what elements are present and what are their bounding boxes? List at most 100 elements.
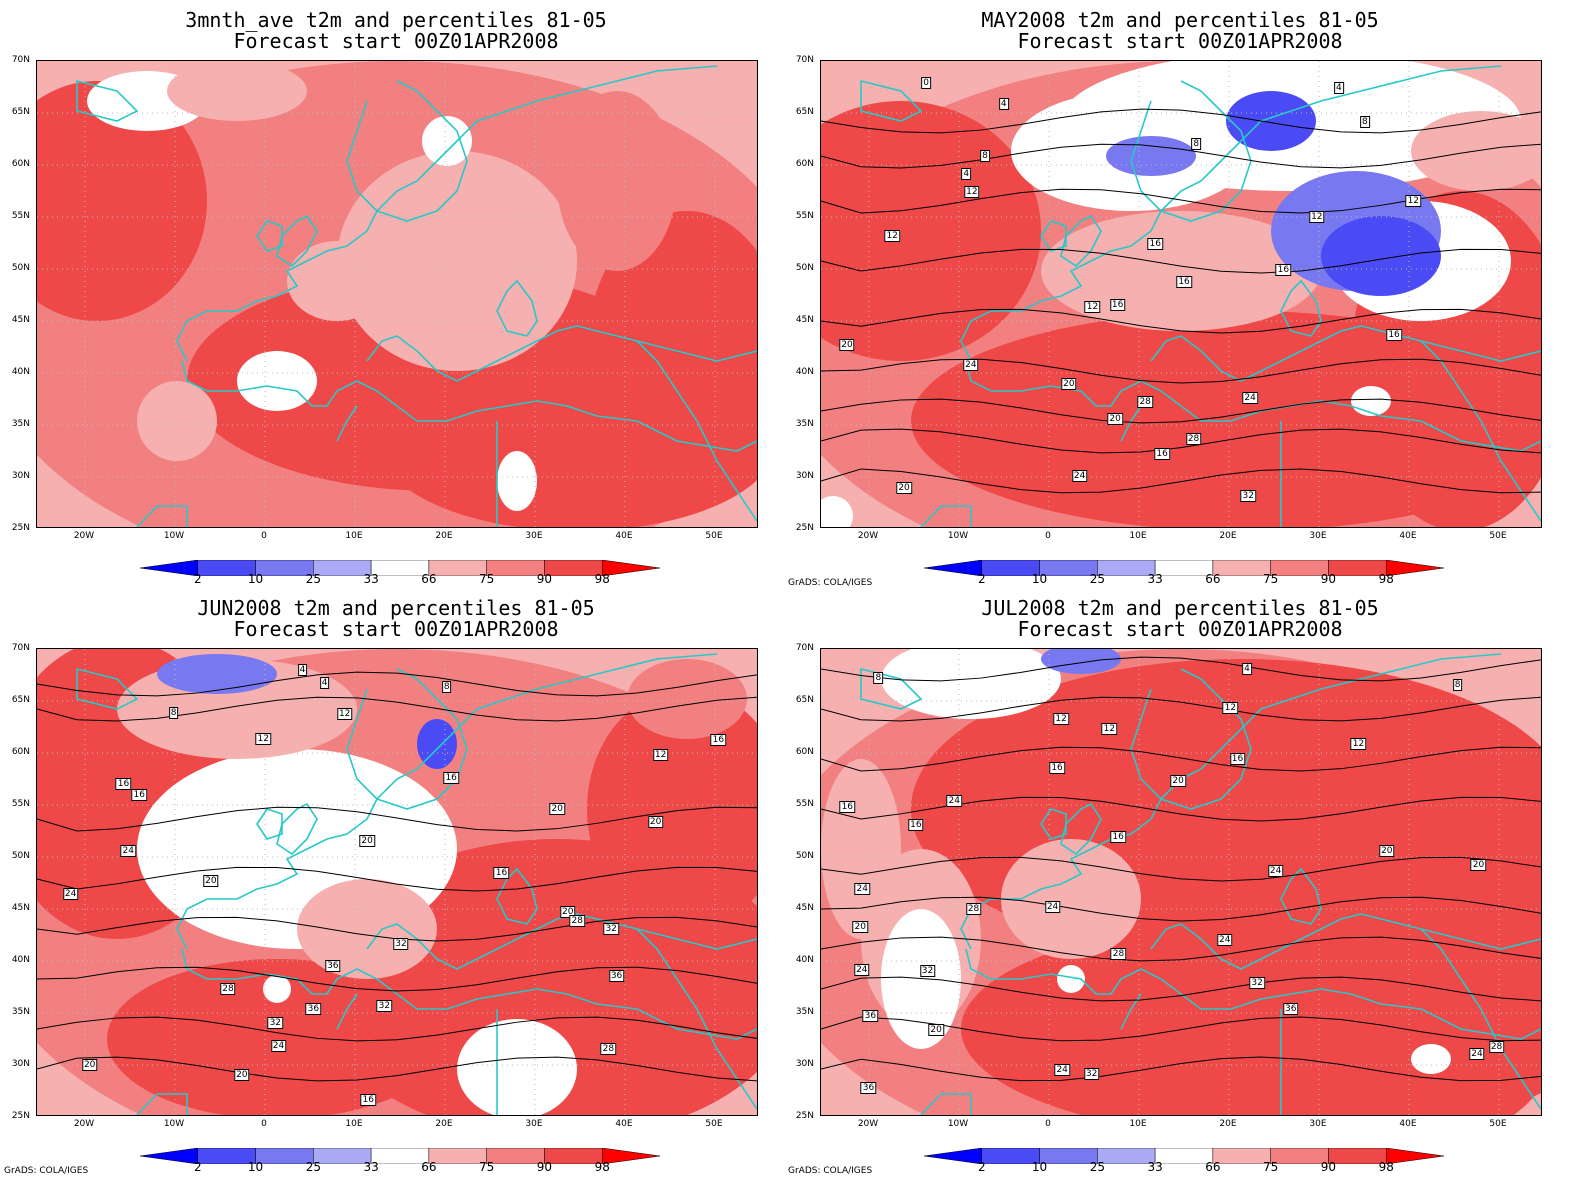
contour-label: 20 (839, 339, 855, 352)
contour-label: 28 (1137, 395, 1153, 408)
contour-label: 12 (1053, 713, 1069, 726)
contour-label: 16 (493, 866, 510, 879)
isotherm-contour (821, 976, 1541, 1002)
latitude-tick: 70N (11, 643, 30, 653)
latitude-tick: 40N (795, 367, 814, 377)
latitude-tick: 40N (11, 955, 30, 965)
latitude-tick: 35N (11, 419, 30, 429)
contour-label: 8 (873, 671, 884, 684)
colorbar-label: 75 (479, 1160, 495, 1174)
isotherm-contour (37, 671, 757, 697)
contour-label: 16 (710, 733, 727, 746)
colorbar-label: 98 (594, 572, 610, 586)
coastline (1120, 993, 1142, 1030)
isotherm-contour (821, 108, 1541, 134)
contour-label: 4 (1242, 662, 1252, 675)
longitude-tick: 10W (947, 1119, 969, 1129)
percentile-region (1226, 91, 1316, 151)
latitude-tick: 50N (11, 263, 30, 273)
latitude-tick: 70N (795, 643, 814, 653)
coastline (136, 505, 188, 527)
contour-label: 20 (1470, 858, 1487, 871)
coastline (76, 79, 139, 122)
percentile-colorbar (924, 1148, 1444, 1164)
contour-label: 24 (1071, 470, 1088, 483)
contour-label: 12 (1309, 211, 1325, 224)
panel-title-line1: MAY2008 t2m and percentiles 81-05 (981, 8, 1379, 32)
percentile-region (157, 654, 277, 694)
longitude-tick: 0 (261, 1119, 267, 1129)
contour-label: 36 (305, 1003, 322, 1016)
latitude-tick: 55N (795, 211, 814, 221)
contour-label: 20 (852, 921, 868, 934)
isotherm-contour (821, 796, 1541, 822)
percentile-region (821, 759, 901, 939)
percentile-region (821, 101, 1041, 361)
contour-label: 16 (1386, 328, 1402, 341)
coastline (860, 667, 923, 710)
contour-label: 28 (1488, 1040, 1505, 1053)
colorbar-label: 66 (421, 572, 437, 586)
coastline (965, 360, 1541, 452)
contour-label: 4 (1333, 81, 1344, 94)
contour-label: 24 (1054, 1063, 1070, 1076)
colorbar-label: 10 (247, 1160, 264, 1174)
coastline (256, 808, 283, 840)
longitude-tick: 10E (345, 531, 363, 541)
colorbar-label: 90 (1320, 572, 1337, 586)
isotherm-contour (37, 696, 757, 722)
coastline (960, 65, 1502, 362)
percentile-region (497, 451, 537, 511)
latitude-tick: 55N (11, 799, 30, 809)
contour-label: 24 (270, 1039, 287, 1052)
contour-label: 0 (921, 77, 931, 90)
contour-label: 12 (884, 230, 900, 243)
grads-credit: GrADS: COLA/IGES (4, 1166, 89, 1176)
isotherm-contour (821, 398, 1541, 424)
isotherm-contour (37, 1016, 757, 1042)
contour-label: 24 (62, 888, 79, 901)
longitude-tick: 10W (163, 1119, 185, 1129)
colorbar-segment (601, 560, 660, 576)
contour-label: 24 (854, 963, 870, 976)
colorbar-segment (601, 1148, 660, 1164)
contour-label: 20 (1379, 844, 1395, 857)
colorbar-label: 66 (1205, 1160, 1221, 1174)
longitude-tick: 40E (1399, 531, 1417, 541)
contour-label: 20 (81, 1058, 98, 1071)
contour-label: 24 (1044, 900, 1061, 913)
contour-label: 24 (854, 883, 870, 896)
longitude-tick: 10W (947, 531, 969, 541)
latitude-tick: 30N (11, 1059, 30, 1069)
contour-label: 36 (860, 1082, 877, 1095)
contour-label: 12 (1101, 723, 1118, 736)
coastline (1420, 928, 1541, 1110)
colorbar-label: 25 (1089, 572, 1105, 586)
panel-title-line1: 3mnth_ave t2m and percentiles 81-05 (185, 8, 607, 32)
longitude-tick: 30E (1309, 531, 1327, 541)
percentile-region (1351, 386, 1391, 416)
contour-label: 36 (1283, 1002, 1299, 1015)
latitude-tick: 30N (795, 1059, 814, 1069)
map-panel-3month: 3mnth_ave t2m and percentiles 81-05 Fore… (0, 0, 798, 598)
latitude-tick: 25N (11, 523, 30, 533)
longitude-tick: 0 (261, 531, 267, 541)
contour-label: 20 (203, 875, 219, 887)
longitude-tick: 10E (1129, 1119, 1147, 1129)
contour-label: 16 (1154, 447, 1170, 460)
panel-title-line2: Forecast start 00Z01APR2008 (233, 29, 559, 53)
contour-label: 8 (168, 707, 179, 720)
percentile-region (1361, 769, 1541, 1115)
percentile-region (167, 61, 307, 121)
isotherm-contour (37, 1056, 757, 1082)
longitude-tick: 10W (163, 531, 185, 541)
coastline (1040, 808, 1067, 840)
colorbar-label: 25 (305, 572, 321, 586)
latitude-tick: 55N (11, 211, 30, 221)
colorbar-label: 75 (1263, 1160, 1279, 1174)
temperature-map: 4 4 8 8 12 12 16 12 16 16 16 20 20 20 24 16 20 24 20 28 32 32… (36, 648, 758, 1116)
longitude-tick: 20W (73, 1119, 95, 1129)
colorbar-label: 2 (977, 1160, 986, 1174)
contour-label: 20 (1170, 774, 1186, 787)
contour-label: 16 (1275, 263, 1292, 276)
